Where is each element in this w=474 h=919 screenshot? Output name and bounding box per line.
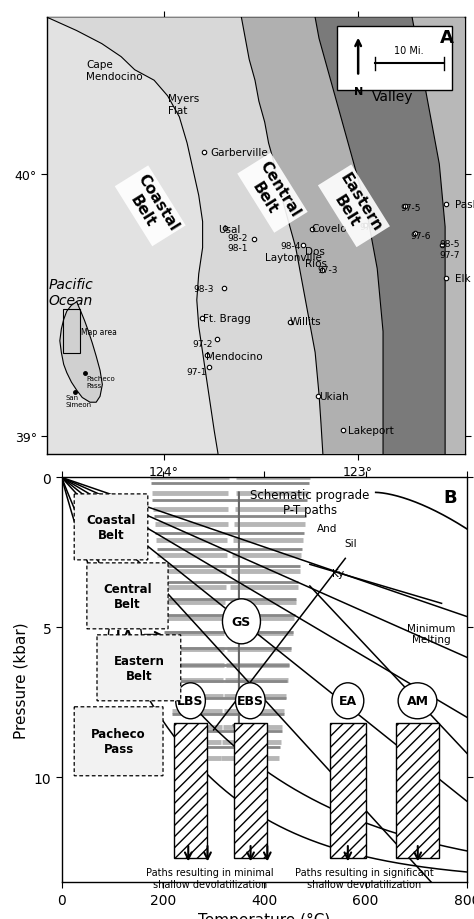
Text: Elk Ck.: Elk Ck. — [455, 274, 474, 283]
Text: Paths resulting in minimal
shallow devolatilization: Paths resulting in minimal shallow devol… — [146, 868, 274, 889]
Bar — [396, 723, 439, 858]
Text: Central
Belt: Central Belt — [242, 158, 303, 229]
FancyBboxPatch shape — [97, 635, 181, 701]
Text: Coastal
Belt: Coastal Belt — [119, 171, 181, 243]
Text: N: N — [354, 87, 363, 96]
Polygon shape — [412, 18, 465, 455]
Text: Myers
Flat: Myers Flat — [168, 94, 199, 116]
FancyBboxPatch shape — [87, 563, 168, 630]
Text: Pacific
Ocean: Pacific Ocean — [48, 278, 93, 308]
Ellipse shape — [109, 614, 141, 656]
Text: Paths resulting in significant
shallow devolatilization: Paths resulting in significant shallow d… — [295, 868, 434, 889]
Text: Map area: Map area — [81, 327, 117, 336]
Text: Sil: Sil — [344, 539, 357, 549]
Text: Central
Belt: Central Belt — [103, 583, 152, 610]
X-axis label: Temperature (°C): Temperature (°C) — [198, 913, 330, 919]
Text: Covelo: Covelo — [311, 224, 347, 233]
Text: 10 Mi.: 10 Mi. — [394, 46, 424, 55]
Text: Eastern
Belt: Eastern Belt — [113, 654, 164, 682]
Text: Usal: Usal — [218, 225, 240, 235]
Polygon shape — [315, 18, 445, 455]
Polygon shape — [60, 302, 102, 403]
Bar — [174, 723, 207, 858]
Text: Pacheco
Pass: Pacheco Pass — [86, 376, 115, 389]
Text: Cape
Mendocino: Cape Mendocino — [86, 61, 143, 82]
Text: Coastal
Belt: Coastal Belt — [86, 514, 136, 541]
Bar — [330, 723, 365, 858]
Bar — [63, 310, 80, 353]
Text: AM: AM — [407, 695, 428, 708]
Text: LA: LA — [116, 629, 134, 641]
Polygon shape — [241, 18, 383, 455]
Polygon shape — [47, 18, 323, 455]
Text: San
Simeon: San Simeon — [65, 394, 91, 407]
Text: Pacheco
Pass: Pacheco Pass — [91, 728, 146, 755]
Text: Schematic prograde
P-T paths: Schematic prograde P-T paths — [250, 488, 370, 516]
Text: 97-5: 97-5 — [401, 203, 421, 212]
Text: 98-2
98-1: 98-2 98-1 — [228, 233, 248, 253]
Polygon shape — [47, 18, 465, 455]
Text: 97-1: 97-1 — [186, 369, 207, 377]
Text: 98-4: 98-4 — [280, 242, 301, 250]
Bar — [234, 723, 267, 858]
Ellipse shape — [222, 599, 260, 644]
Text: Ft. Bragg: Ft. Bragg — [202, 314, 250, 324]
Text: Laytonville: Laytonville — [264, 253, 321, 263]
Text: Minimum
Melting: Minimum Melting — [407, 623, 456, 644]
Text: Lakeport: Lakeport — [348, 425, 394, 435]
Text: A: A — [440, 29, 454, 47]
Text: Paskenta: Paskenta — [455, 200, 474, 210]
Text: 97-2: 97-2 — [192, 339, 212, 348]
FancyBboxPatch shape — [74, 707, 163, 776]
Text: B: B — [443, 488, 457, 506]
Text: Eastern
Belt: Eastern Belt — [323, 170, 385, 243]
Polygon shape — [47, 18, 218, 455]
Text: EA: EA — [339, 695, 357, 708]
Text: LBS: LBS — [177, 695, 204, 708]
Text: Dos
Rios: Dos Rios — [305, 247, 328, 268]
Text: EBS: EBS — [237, 695, 264, 708]
Text: Great
Valley: Great Valley — [372, 74, 413, 104]
Y-axis label: Pressure (kbar): Pressure (kbar) — [13, 622, 28, 738]
Text: 97-6: 97-6 — [410, 233, 431, 241]
Text: 97-3: 97-3 — [317, 267, 337, 275]
Text: Ky: Ky — [332, 569, 344, 579]
Text: 97-4: 97-4 — [360, 223, 380, 232]
Text: And: And — [317, 524, 337, 534]
Text: Willits: Willits — [290, 317, 321, 326]
FancyBboxPatch shape — [74, 494, 148, 561]
Ellipse shape — [398, 683, 437, 719]
Text: Garberville: Garberville — [210, 148, 268, 158]
Ellipse shape — [332, 683, 364, 719]
Ellipse shape — [176, 683, 205, 719]
Ellipse shape — [236, 683, 265, 719]
FancyBboxPatch shape — [337, 27, 452, 90]
Text: GS: GS — [232, 615, 251, 629]
Text: Mendocino: Mendocino — [207, 352, 263, 362]
Text: 98-3: 98-3 — [194, 284, 214, 293]
Text: 98-5
97-7: 98-5 97-7 — [439, 240, 460, 259]
Text: Ukiah: Ukiah — [319, 391, 349, 401]
